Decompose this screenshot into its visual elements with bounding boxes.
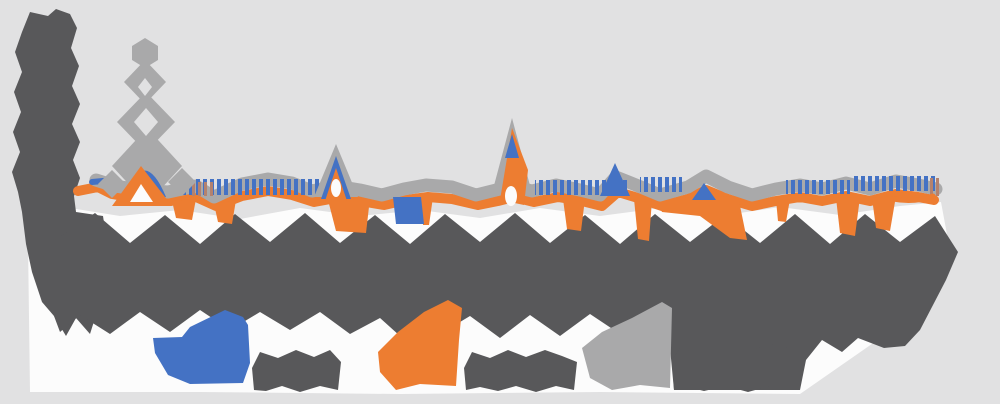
mid-spike-510 (492, 118, 532, 206)
gray-mega-spike (98, 38, 196, 206)
orange-descender (776, 199, 790, 222)
orange-descender (634, 199, 652, 241)
orange-series-descenders (172, 196, 896, 241)
orange-descender-wide (655, 196, 747, 240)
brown-band-end-cap (928, 178, 940, 196)
orange-descender (563, 199, 585, 231)
orange-descender (172, 199, 196, 220)
spike-arm-diamond (98, 170, 126, 198)
spike-diamond-hole (134, 108, 158, 136)
blue-triangle-bump (600, 163, 630, 196)
mid-spike-335 (314, 144, 358, 201)
spike-blue-tip (505, 134, 519, 158)
orange-descender (214, 200, 236, 224)
orange-descender (421, 197, 433, 225)
blue-dashed-segment (852, 176, 938, 191)
spike-top-hexagon (132, 38, 158, 68)
orange-end-curl (890, 193, 936, 203)
series-lines (73, 38, 943, 241)
white-peak-notch (130, 184, 153, 202)
legend-marker-gray (582, 302, 672, 390)
axis-text-blobs (12, 9, 958, 390)
spike-orange-wing (500, 128, 528, 205)
blue-dashed-segment (786, 180, 850, 194)
legend (153, 300, 798, 392)
blue-dashed-segment (183, 179, 331, 195)
orange-descender (872, 196, 896, 231)
spike-arm-diamond (168, 168, 196, 196)
brown-stripe-hint (190, 182, 216, 196)
blue-drop-rectangle (393, 197, 424, 224)
legend-label-blob-gray (672, 344, 798, 392)
legend-marker-orange (378, 300, 462, 390)
x-axis-labels-blob (40, 213, 958, 390)
blue-triangle-bump (692, 183, 716, 200)
spike-diamond-hole (138, 78, 152, 96)
spike-white-core (505, 186, 517, 206)
blue-dashed-segment (640, 177, 682, 192)
blue-series-segments (89, 163, 940, 224)
orange-descender (836, 197, 860, 236)
legend-label-blob-orange (464, 350, 577, 392)
orange-descender (328, 198, 370, 233)
spike-white-core (331, 179, 341, 197)
legend-marker-blue (153, 310, 250, 384)
legend-label-blob-blue (252, 350, 341, 392)
